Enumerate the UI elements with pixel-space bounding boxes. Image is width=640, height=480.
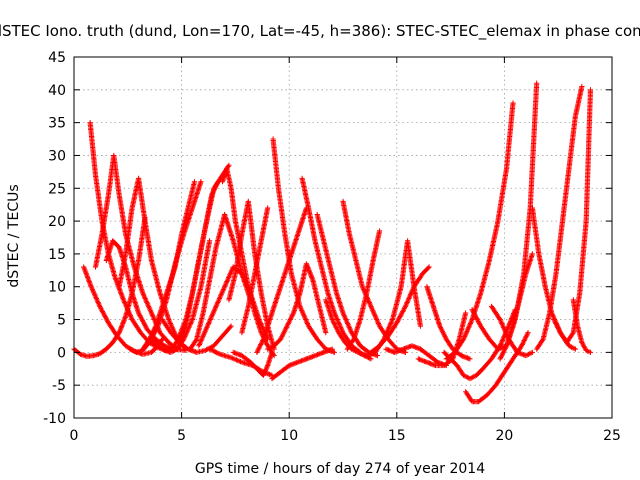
series-pass-12: [176, 162, 232, 349]
x-tick-label: 10: [280, 428, 298, 444]
series-marker-path: [239, 205, 271, 336]
series-pass-22: [265, 261, 329, 352]
y-tick-label: 30: [48, 148, 66, 164]
series-pass-28: [344, 228, 383, 352]
y-tick-label: 5: [57, 313, 66, 329]
series-marker-path: [269, 346, 335, 382]
x-tick-label: 0: [70, 428, 79, 444]
x-tick-label: 25: [603, 428, 621, 444]
series-marker-path: [497, 251, 535, 362]
chart-title: dSTEC Iono. truth (dund, Lon=170, Lat=-4…: [0, 22, 640, 41]
series-pass-21: [270, 136, 337, 355]
x-tick-label: 20: [495, 428, 513, 444]
series-pass-33: [415, 310, 469, 369]
series-pass-36: [463, 330, 531, 405]
series-pass-35: [443, 100, 516, 362]
y-tick-label: -5: [52, 378, 66, 394]
series-marker-path: [368, 264, 432, 355]
series-marker-path: [265, 261, 329, 352]
y-tick-label: 35: [48, 116, 66, 132]
y-tick-label: 45: [48, 50, 66, 66]
series-marker-path: [570, 297, 594, 355]
grid-lines: [73, 56, 613, 419]
series-marker-path: [254, 205, 310, 355]
series-marker-path: [415, 310, 469, 369]
y-tick-label: 20: [48, 214, 66, 230]
y-axis-ticks: -10 -5 0 5 10 15 20 25 30 35 40 45: [43, 50, 612, 427]
series-pass-41: [534, 83, 585, 352]
series-pass-19: [239, 205, 271, 336]
series-pass-30: [368, 264, 432, 355]
plot-area: [71, 80, 594, 405]
series-marker-path: [270, 136, 337, 355]
series-pass-43: [570, 297, 594, 355]
y-tick-label: 15: [48, 247, 66, 263]
series-marker-path: [230, 349, 275, 378]
series-marker-path: [344, 228, 383, 352]
y-tick-label: 25: [48, 181, 66, 197]
series-pass-25: [314, 211, 381, 359]
series-pass-20: [254, 205, 310, 355]
x-axis-ticks: 0 5 10 15 20 25: [70, 57, 621, 444]
series-marker-path: [534, 83, 585, 352]
series-marker-path: [140, 179, 198, 352]
y-tick-label: 10: [48, 280, 66, 296]
series-pass-39: [497, 251, 535, 362]
series-pass-08: [140, 179, 198, 352]
series-marker-path: [463, 330, 531, 405]
x-axis-label: GPS time / hours of day 274 of year 2014: [195, 461, 485, 477]
series-pass-06: [116, 175, 189, 352]
series-marker-path: [71, 215, 148, 359]
plot-frame: [73, 56, 613, 419]
y-tick-label: 40: [48, 83, 66, 99]
y-tick-label: -10: [43, 411, 66, 427]
series-pass-23: [269, 346, 335, 382]
series-pass-24: [299, 175, 363, 355]
series-marker-path: [551, 87, 594, 346]
x-tick-label: 15: [388, 428, 406, 444]
series-marker-path: [299, 175, 363, 355]
series-pass-42: [551, 87, 594, 346]
y-tick-label: 0: [57, 345, 66, 361]
y-axis-label: dSTEC / TECUs: [6, 184, 22, 287]
series-marker-path: [116, 175, 189, 352]
series-marker-path: [443, 100, 516, 362]
series-marker-path: [176, 162, 232, 349]
series-pass-01: [71, 215, 148, 359]
series-pass-18: [230, 349, 275, 378]
x-tick-label: 5: [177, 428, 186, 444]
series-marker-path: [314, 211, 381, 359]
